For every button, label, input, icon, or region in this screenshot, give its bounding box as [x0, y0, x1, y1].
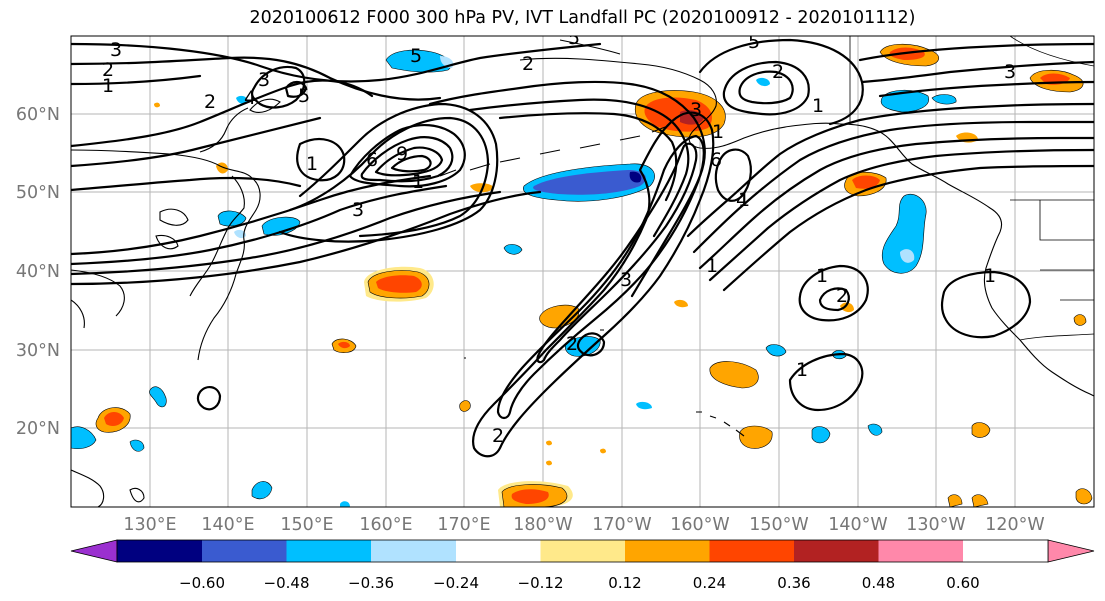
colorbar-tick-label: 0.36 — [777, 574, 810, 592]
colorbar-tick-label: −0.36 — [348, 574, 394, 592]
contour-label: 1 — [306, 153, 318, 175]
contour-label: 4 — [736, 189, 748, 211]
colorbar: −0.60 −0.48 −0.36 −0.24 −0.12 0.12 0.24 … — [70, 539, 1095, 592]
colorbar-segment — [456, 540, 541, 562]
colorbar-tick-label: 0.60 — [946, 574, 979, 592]
longitude-label: 150°W — [749, 515, 808, 535]
colorbar-segment — [117, 540, 202, 562]
ivt-shading — [71, 43, 1093, 507]
latitude-label: 20°N — [16, 419, 60, 439]
longitude-label: 160°E — [359, 515, 412, 535]
pv-contours — [71, 38, 1094, 458]
colorbar-segment — [286, 540, 371, 562]
longitude-label: 150°E — [280, 515, 333, 535]
contour-label: 2 — [492, 425, 504, 447]
colorbar-segment — [371, 540, 456, 562]
longitude-label: 140°E — [201, 515, 254, 535]
contour-label: 2 — [102, 59, 114, 81]
contour-label: 6 — [710, 149, 722, 171]
contour-label: 2 — [836, 285, 848, 307]
contour-label: 1 — [712, 121, 724, 143]
contour-label: 2 — [522, 53, 534, 75]
contour-label: 5 — [748, 31, 760, 53]
colorbar-tick-label: −0.12 — [518, 574, 564, 592]
longitude-label: 130°E — [123, 515, 176, 535]
latitude-label: 50°N — [16, 183, 60, 203]
longitude-label: 140°W — [828, 515, 887, 535]
contour-label: 3 — [258, 69, 270, 91]
contour-label: 6 — [366, 149, 378, 171]
colorbar-tick-label: −0.24 — [433, 574, 479, 592]
latitude-label: 30°N — [16, 341, 60, 361]
contour-label: 2 — [566, 333, 578, 355]
latitude-label: 60°N — [16, 105, 60, 125]
contour-label: 3 — [620, 269, 632, 291]
longitude-label: 130°W — [906, 515, 965, 535]
contour-label: 5 — [568, 27, 580, 49]
colorbar-segment — [878, 540, 963, 562]
longitude-label: 170°W — [592, 515, 651, 535]
colorbar-segment — [625, 540, 710, 562]
contour-label: 1 — [738, 189, 750, 211]
colorbar-tick-label: −0.48 — [264, 574, 310, 592]
longitude-label: 180°W — [513, 515, 572, 535]
contour-label: 4 — [244, 87, 256, 109]
contour-label: 9 — [396, 143, 408, 165]
colorbar-extend-min — [70, 539, 118, 563]
colorbar-tick-label: 0.48 — [862, 574, 895, 592]
contour-label: 1 — [412, 171, 424, 193]
map-title: 2020100612 F000 300 hPa PV, IVT Landfall… — [249, 8, 916, 28]
longitude-label: 170°E — [437, 515, 490, 535]
colorbar-tick-label: 0.24 — [693, 574, 726, 592]
contour-label: 1 — [984, 265, 996, 287]
longitude-axis: 130°E 140°E 150°E 160°E 170°E 180°W 170°… — [123, 515, 1044, 535]
colorbar-segment — [540, 540, 625, 562]
latitude-axis: 60°N 50°N 40°N 30°N 20°N — [16, 105, 60, 439]
latitude-label: 40°N — [16, 262, 60, 282]
contour-label: 1 — [102, 75, 114, 97]
colorbar-segment — [709, 540, 794, 562]
map-frame — [70, 35, 1095, 508]
contour-label: 3 — [1004, 61, 1016, 83]
contour-label: 2 — [772, 61, 784, 83]
contour-label: 5 — [298, 85, 310, 107]
contour-label: 1 — [796, 359, 808, 381]
contour-label: 1 — [816, 265, 828, 287]
contour-label: 5 — [410, 45, 422, 67]
longitude-label: 120°W — [985, 515, 1044, 535]
colorbar-tick-label: 0.12 — [608, 574, 641, 592]
contour-label: 2 — [204, 91, 216, 113]
contour-label: 1 — [812, 95, 824, 117]
contour-label: 3 — [110, 39, 122, 61]
colorbar-frame — [116, 539, 1049, 563]
longitude-label: 160°W — [670, 515, 729, 535]
contour-label: 3 — [352, 199, 364, 221]
colorbar-extend-max — [1047, 539, 1095, 563]
contour-label: 3 — [690, 99, 702, 121]
contour-labels: 3 2 1 2 4 3 5 1 6 9 1 3 5 5 2 3 1 6 1 5 … — [102, 27, 1016, 447]
colorbar-segment — [963, 540, 1048, 562]
contour-label: 1 — [706, 255, 718, 277]
colorbar-tick-label: −0.60 — [179, 574, 225, 592]
colorbar-segment — [794, 540, 879, 562]
colorbar-segment — [202, 540, 287, 562]
